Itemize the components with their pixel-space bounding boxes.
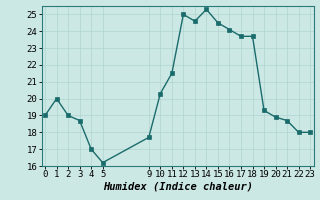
X-axis label: Humidex (Indice chaleur): Humidex (Indice chaleur) xyxy=(103,182,252,192)
